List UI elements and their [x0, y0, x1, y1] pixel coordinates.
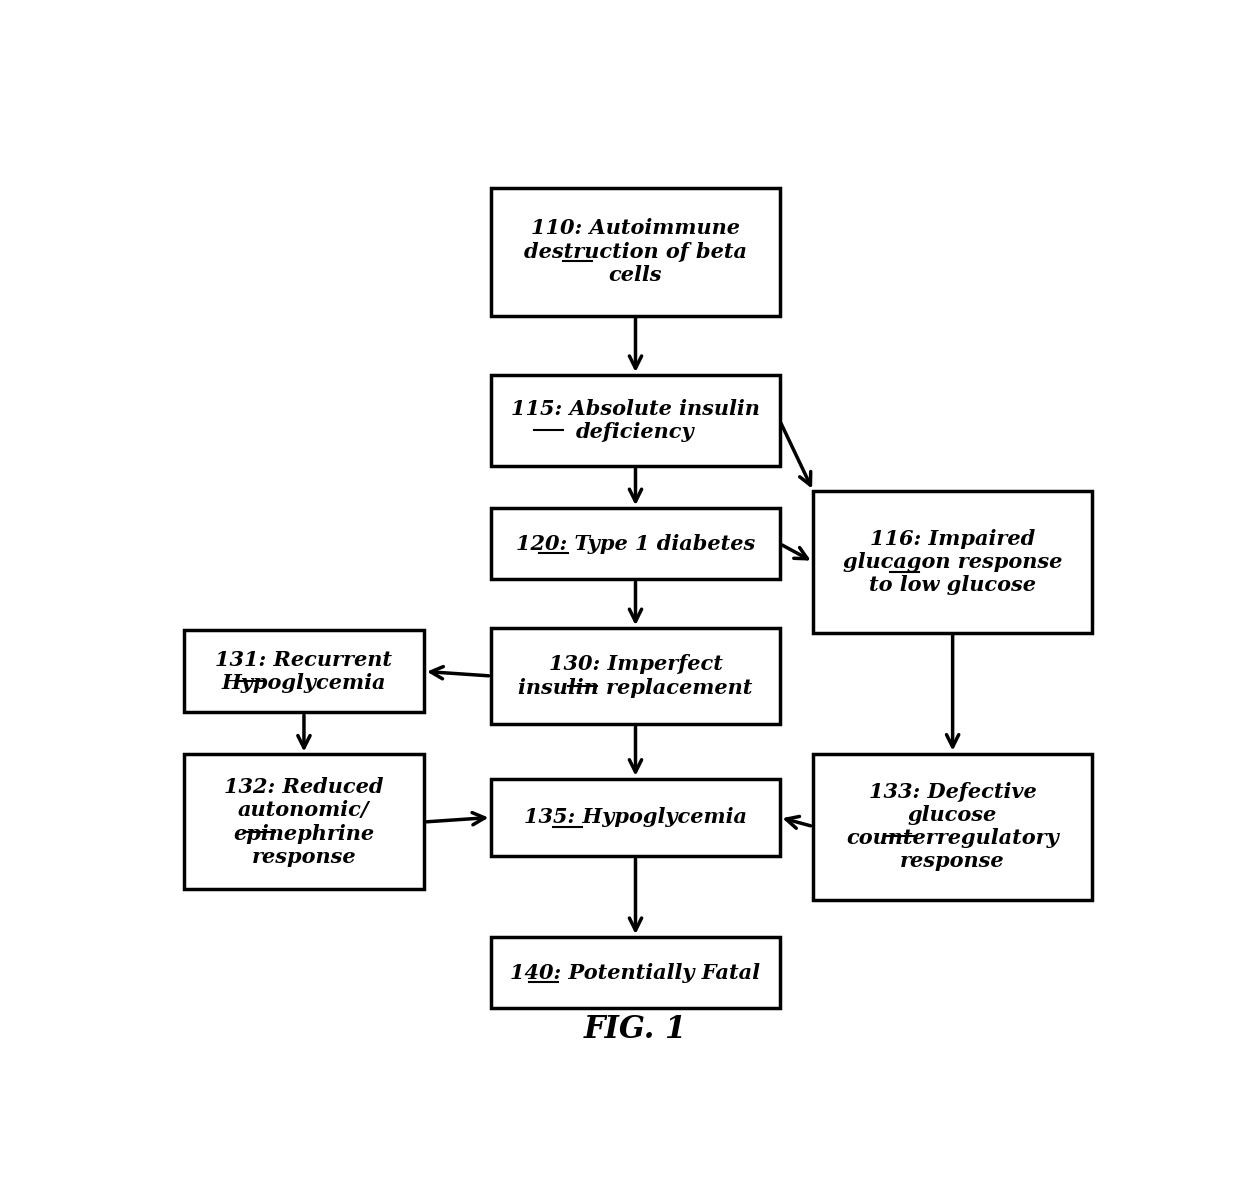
Text: 120: Type 1 diabetes: 120: Type 1 diabetes	[516, 533, 755, 553]
Text: 130: Imperfect
insulin replacement: 130: Imperfect insulin replacement	[518, 654, 753, 698]
FancyBboxPatch shape	[813, 754, 1092, 899]
Text: 115: Absolute insulin
deficiency: 115: Absolute insulin deficiency	[511, 399, 760, 442]
FancyBboxPatch shape	[491, 187, 780, 315]
Text: 140: Potentially Fatal: 140: Potentially Fatal	[511, 962, 760, 982]
FancyBboxPatch shape	[184, 630, 424, 712]
FancyBboxPatch shape	[491, 374, 780, 466]
FancyBboxPatch shape	[491, 937, 780, 1008]
Text: 116: Impaired
glucagon response
to low glucose: 116: Impaired glucagon response to low g…	[843, 529, 1063, 595]
Text: 132: Reduced
autonomic/
epinephrine
response: 132: Reduced autonomic/ epinephrine resp…	[224, 777, 383, 866]
Text: 133: Defective
glucose
counterregulatory
response: 133: Defective glucose counterregulatory…	[846, 782, 1059, 871]
FancyBboxPatch shape	[813, 492, 1092, 633]
FancyBboxPatch shape	[184, 755, 424, 890]
FancyBboxPatch shape	[491, 628, 780, 724]
Text: 110: Autoimmune
destruction of beta
cells: 110: Autoimmune destruction of beta cell…	[525, 218, 746, 284]
Text: 131: Recurrent
Hypoglycemia: 131: Recurrent Hypoglycemia	[216, 649, 392, 693]
Text: FIG. 1: FIG. 1	[584, 1013, 687, 1045]
FancyBboxPatch shape	[491, 508, 780, 579]
FancyBboxPatch shape	[491, 779, 780, 857]
Text: 135: Hypoglycemia: 135: Hypoglycemia	[525, 807, 746, 827]
